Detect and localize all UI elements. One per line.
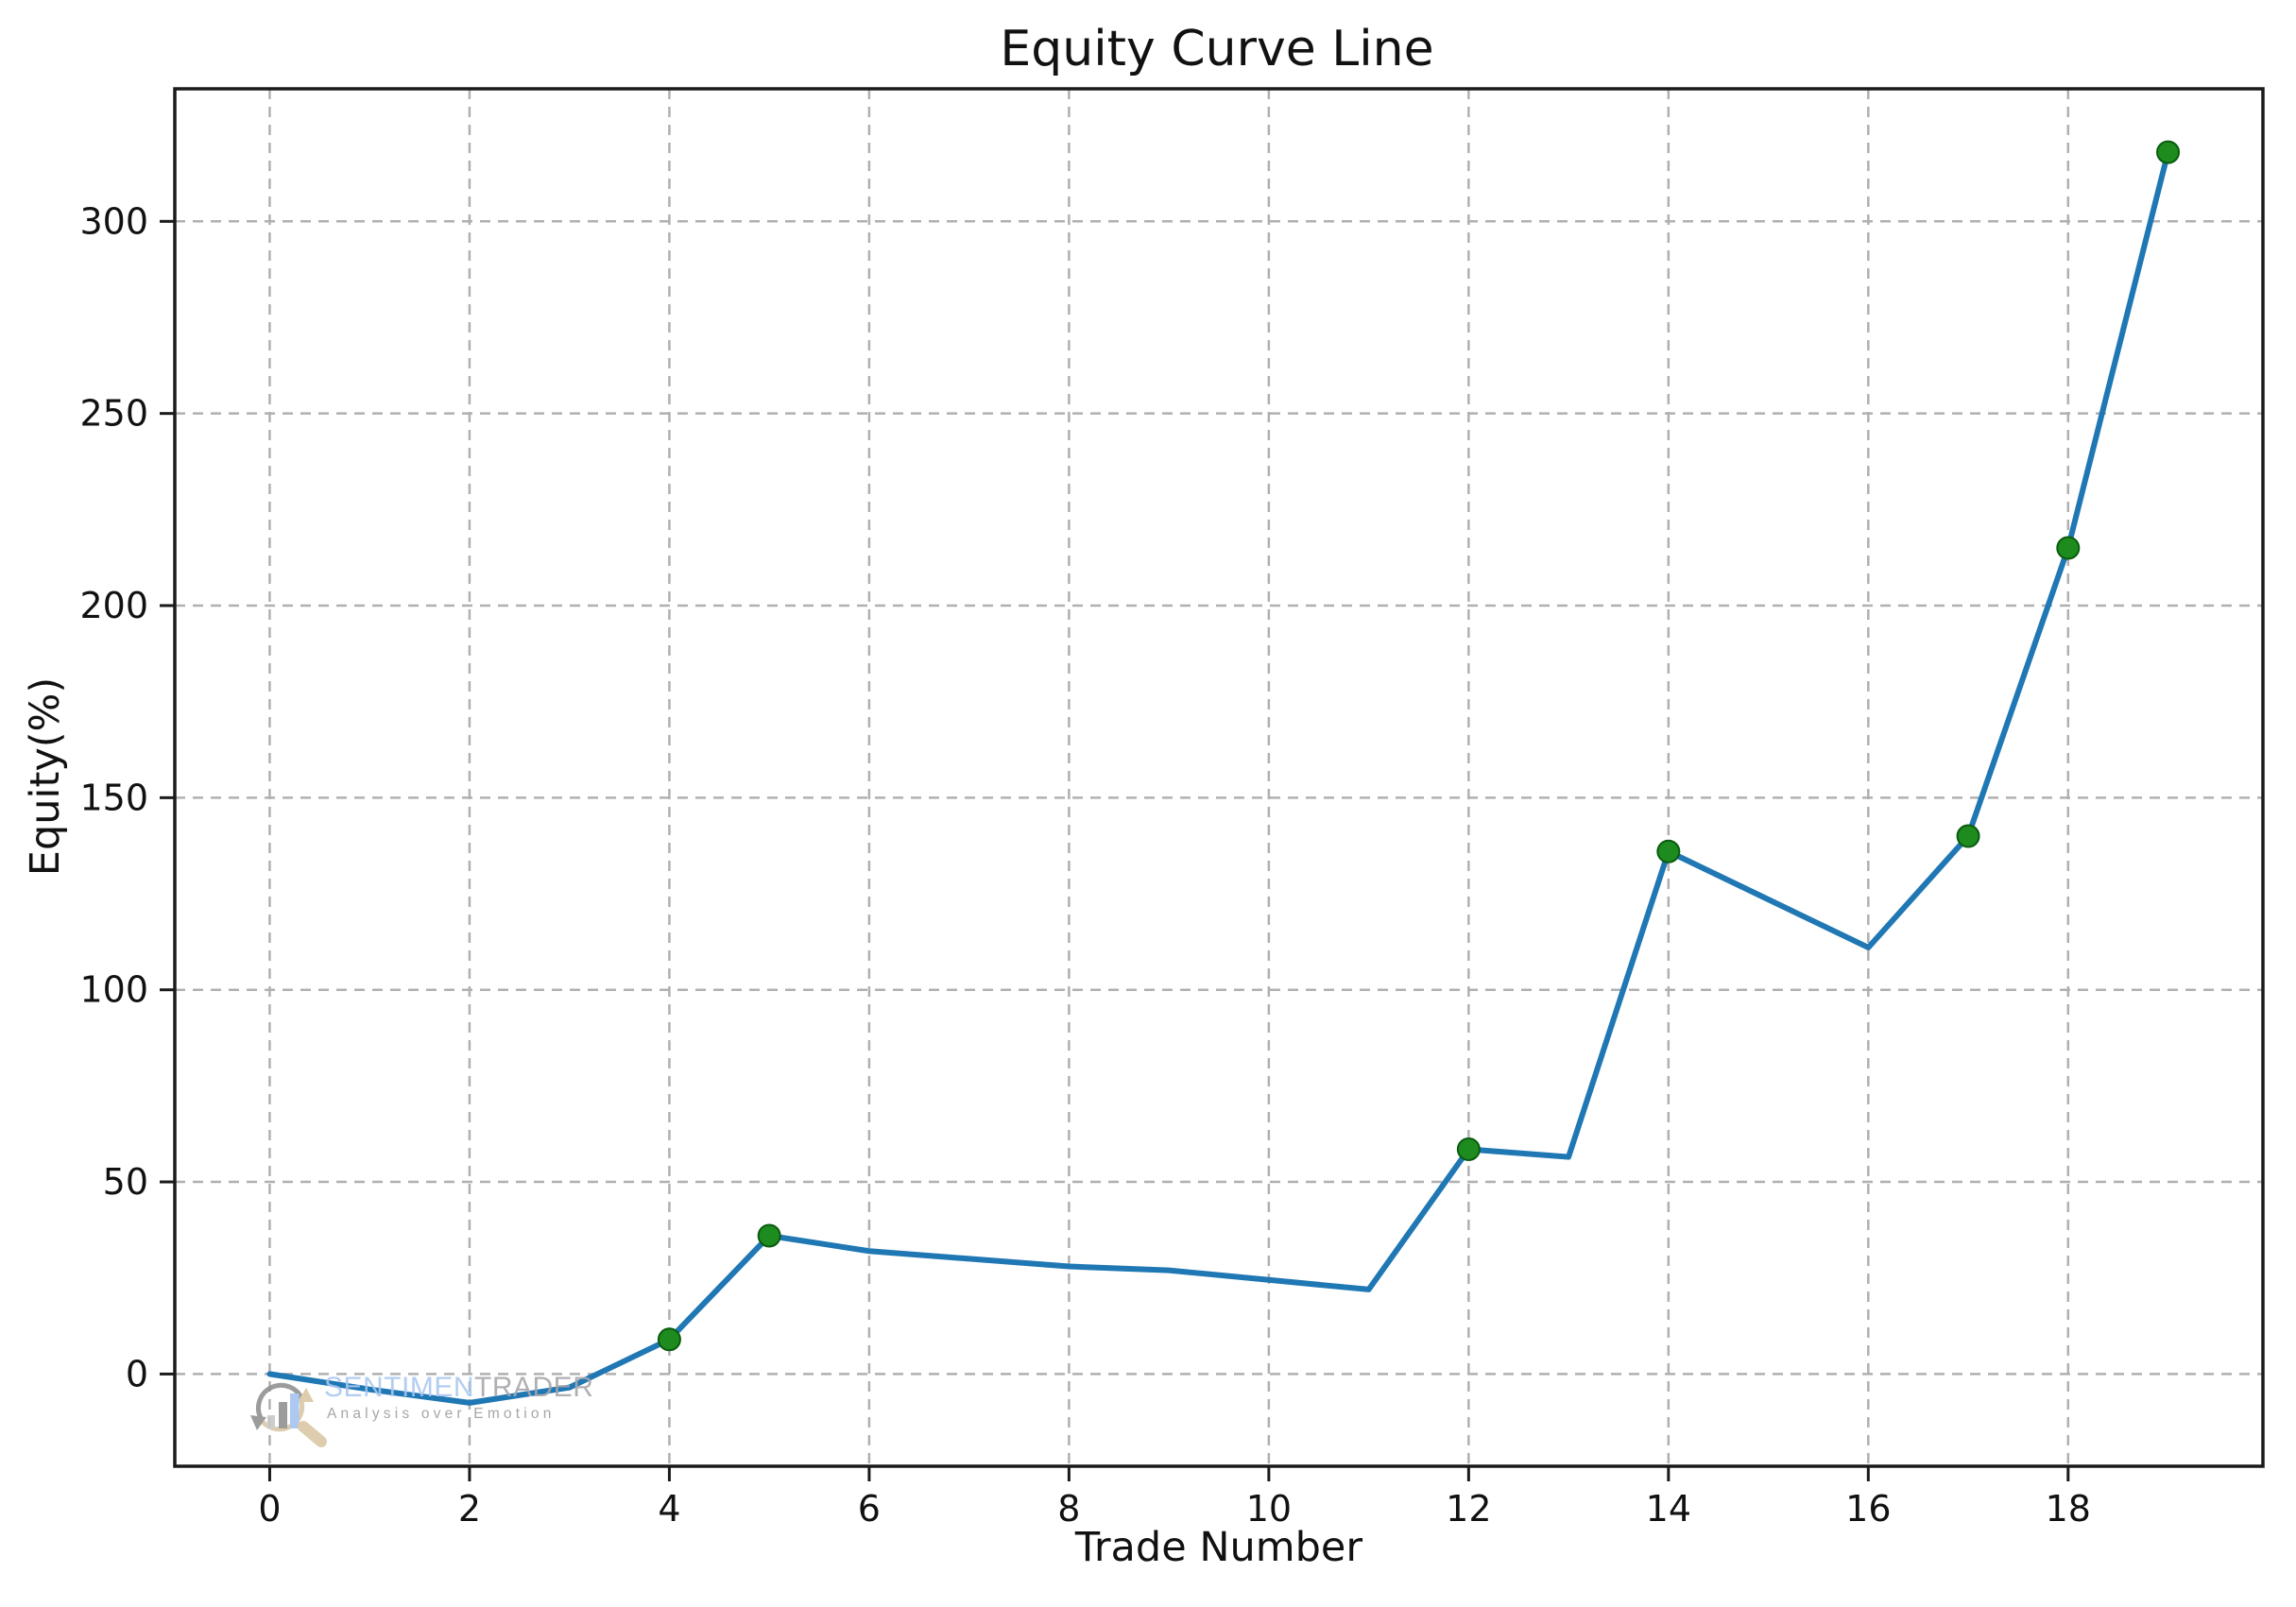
watermark-brand-sentimen: SENTIMEN	[324, 1372, 475, 1403]
logo-magnifier-handle	[298, 1421, 327, 1447]
logo-arc-gray	[255, 1382, 305, 1420]
watermark-brand-trader: TRADER	[474, 1372, 594, 1403]
sentimentrader-logo-icon	[250, 1382, 327, 1447]
y-tick-label: 50	[103, 1161, 148, 1203]
x-tick-label: 14	[1646, 1488, 1691, 1530]
data-point-marker	[1956, 824, 1980, 848]
x-tick-label: 16	[1845, 1488, 1891, 1530]
x-tick-label: 2	[458, 1488, 481, 1530]
chart-title: Equity Curve Line	[1000, 21, 1434, 77]
y-tick-label: 150	[79, 777, 148, 818]
x-tick-label: 18	[2046, 1488, 2091, 1530]
y-tick-label: 300	[79, 200, 148, 242]
data-point-marker	[2056, 536, 2081, 560]
x-tick-label: 10	[1246, 1488, 1292, 1530]
data-point-marker	[2156, 140, 2181, 164]
x-axis-label: Trade Number	[1074, 1524, 1363, 1571]
equity-line	[266, 149, 2171, 1406]
x-tick-label: 0	[258, 1488, 281, 1530]
x-tick-label: 6	[858, 1488, 881, 1530]
y-tick-label: 0	[126, 1353, 148, 1394]
y-tick-label: 250	[79, 393, 148, 435]
data-point-marker	[657, 1327, 681, 1352]
logo-arrowhead-tan	[298, 1388, 314, 1402]
x-tick-label: 8	[1057, 1488, 1080, 1530]
y-tick-label: 200	[79, 585, 148, 626]
data-point-marker	[1456, 1137, 1481, 1161]
watermark-brand: SENTIMENTRADER	[324, 1372, 593, 1404]
watermark-tagline: Analysis over Emotion	[327, 1406, 556, 1422]
axes-box	[173, 87, 2265, 1468]
x-tick-label: 4	[658, 1488, 680, 1530]
logo-arrowhead-gray	[250, 1415, 266, 1430]
x-tick-label: 12	[1446, 1488, 1491, 1530]
y-tick-label: 100	[79, 969, 148, 1011]
logo-bar-small	[267, 1415, 275, 1428]
logo-bar-tall	[290, 1393, 300, 1428]
y-axis-label: Equity(%)	[22, 676, 69, 877]
data-point-marker	[1656, 839, 1681, 863]
logo-bar-medium	[279, 1402, 287, 1428]
data-point-marker	[757, 1223, 781, 1248]
